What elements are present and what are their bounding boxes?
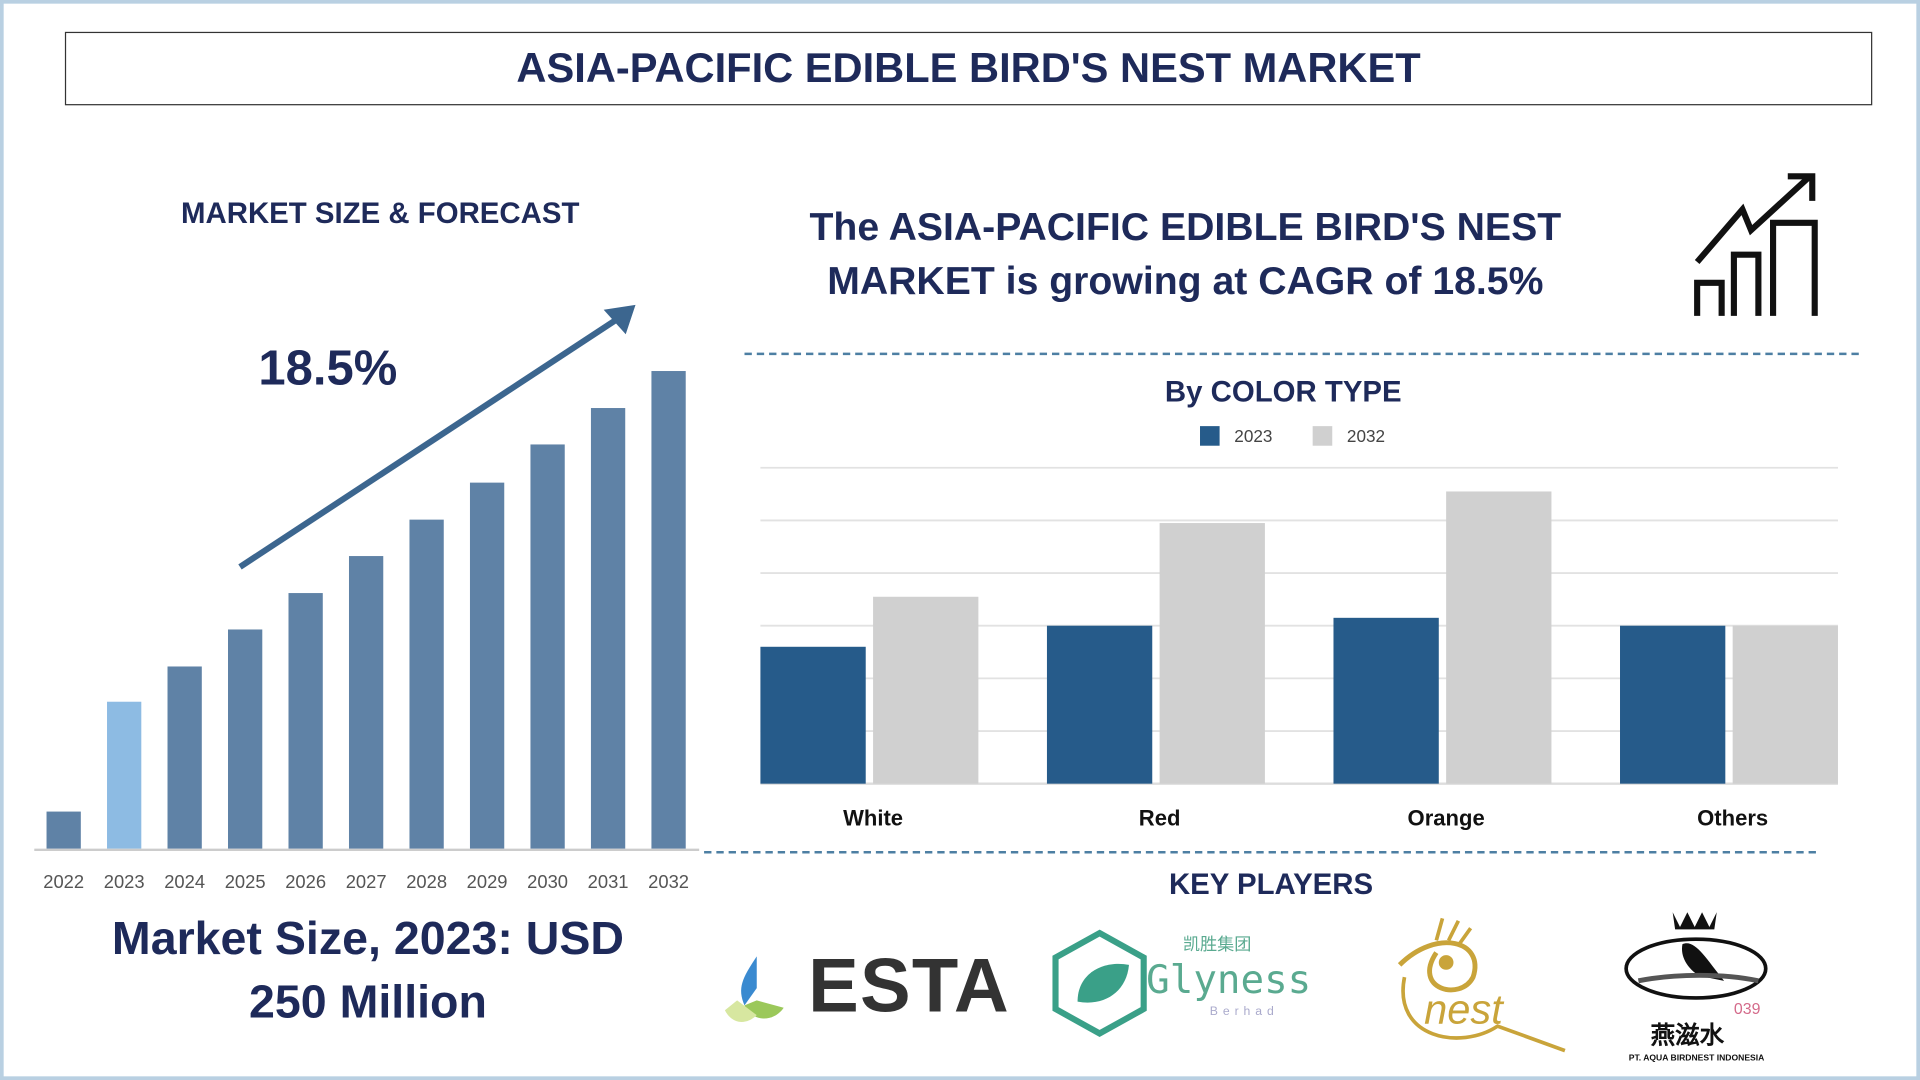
cagr-headline: The ASIA-PACIFIC EDIBLE BIRD'S NEST MARK… <box>738 200 1632 308</box>
legend-swatch-2023 <box>1200 426 1220 446</box>
x-tick-label: 2028 <box>406 871 447 892</box>
bar-2031 <box>590 408 626 849</box>
x-tick-label: Others <box>1697 805 1768 830</box>
cagr-label: 18.5% <box>258 341 398 396</box>
glyness-sub-text: Berhad <box>1209 1005 1279 1019</box>
logo-esta: ESTA <box>720 944 1014 1030</box>
legend-label-2032: 2032 <box>1347 426 1385 446</box>
logo-aqua-birdnest: 039 燕滋水 PT. AQUA BIRDNEST INDONESIA <box>1614 907 1779 1066</box>
aqua-cn-text: 燕滋水 <box>1650 1020 1725 1050</box>
logo-glyness: 凯胜集团 Glyness Berhad <box>1051 928 1345 1038</box>
nest-eye-icon: nest <box>1397 917 1566 1053</box>
growth-chart-icon <box>1694 173 1818 316</box>
glyness-hexagon-icon <box>1052 929 1147 1037</box>
bar-2023 <box>107 701 142 849</box>
bar-White-2032 <box>873 596 979 784</box>
x-tick-label: 2023 <box>104 871 145 892</box>
divider <box>704 851 1816 854</box>
bar-White-2023 <box>760 646 866 784</box>
aqua-logo-text: PT. AQUA BIRDNEST INDONESIA <box>1628 1054 1765 1063</box>
esta-logo-text: ESTA <box>808 944 1010 1029</box>
x-tick-label: 2027 <box>346 871 387 892</box>
market-size-heading: MARKET SIZE & FORECAST <box>181 197 580 231</box>
legend-swatch-2032 <box>1312 426 1333 446</box>
bar-Orange-2023 <box>1333 617 1439 784</box>
market-size-chart: 2022 2023 2024 2025 2026 2027 2028 2029 2030 2031… <box>34 304 700 892</box>
bar-Others-2032 <box>1732 625 1838 784</box>
legend-label-2023: 2023 <box>1234 426 1272 446</box>
x-tick-label: 2030 <box>527 871 568 892</box>
chart-title: By COLOR TYPE <box>1165 376 1402 409</box>
nest-logo-text: nest <box>1424 986 1505 1033</box>
page-title: ASIA-PACIFIC EDIBLE BIRD'S NEST MARKET <box>64 31 1873 106</box>
divider <box>744 352 1859 356</box>
x-tick-label: Red <box>1139 805 1181 830</box>
trend-arrow-head <box>603 304 636 335</box>
bar-2026 <box>288 593 323 849</box>
bird-nest-icon <box>1624 912 1768 1000</box>
bar-2025 <box>228 629 263 849</box>
bar-Red-2023 <box>1046 625 1153 784</box>
aqua-number-text: 039 <box>1733 999 1761 1018</box>
bar-2027 <box>348 556 384 849</box>
x-tick-label: White <box>843 805 903 830</box>
bar-2030 <box>530 444 565 849</box>
bar-Orange-2032 <box>1446 491 1552 784</box>
color-type-chart: By COLOR TYPE 2023 2032 White Red Orange Other… <box>760 376 1838 830</box>
market-size-line1: Market Size, 2023: USD <box>111 913 624 965</box>
x-tick-label: Orange <box>1408 805 1485 830</box>
market-size-text: Market Size, 2023: USD 250 Million <box>4 907 733 1034</box>
glyness-logo-text: Glyness <box>1146 956 1312 1003</box>
bar-Others-2023 <box>1620 625 1726 784</box>
glyness-cn-text: 凯胜集团 <box>1182 934 1252 954</box>
bar-2029 <box>469 482 505 849</box>
bar-2028 <box>409 519 444 849</box>
bar-2032 <box>651 371 686 849</box>
x-tick-label: 2031 <box>588 871 629 892</box>
market-size-line2: 250 Million <box>249 977 487 1029</box>
esta-drop-icon <box>724 956 784 1022</box>
x-tick-label: 2024 <box>164 871 205 892</box>
headline-line1: The ASIA-PACIFIC EDIBLE BIRD'S NEST <box>809 204 1562 249</box>
key-players-heading: KEY PLAYERS <box>1168 868 1374 902</box>
x-tick-label: 2025 <box>225 871 266 892</box>
logo-nest: nest <box>1387 916 1571 1057</box>
bar-2024 <box>167 666 202 849</box>
x-tick-label: 2029 <box>467 871 508 892</box>
x-tick-label: 2026 <box>285 871 326 892</box>
trend-arrow-line <box>238 313 624 570</box>
x-tick-label: 2022 <box>43 871 84 892</box>
bar-2022 <box>46 811 81 849</box>
bar-Red-2032 <box>1159 523 1265 784</box>
x-tick-label: 2032 <box>648 871 689 892</box>
headline-line2: MARKET is growing at CAGR of 18.5% <box>827 258 1544 303</box>
